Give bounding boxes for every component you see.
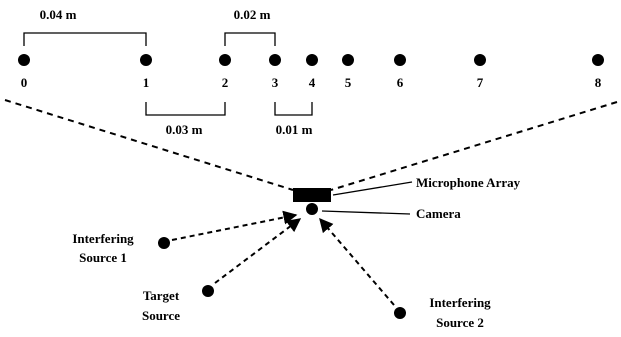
mic-index-1: 1 — [143, 75, 150, 90]
target-source-label-line1: Target — [143, 288, 180, 303]
mic-dot-2 — [219, 54, 231, 66]
mic-dot-0 — [18, 54, 30, 66]
mic-index-5: 5 — [345, 75, 352, 90]
leader-lines — [321, 181, 413, 215]
interfering-source-1-label-line1: Interfering — [72, 231, 134, 246]
target-source-dot — [202, 285, 214, 297]
mic-dot-5 — [342, 54, 354, 66]
mic-dot-6 — [394, 54, 406, 66]
interfering-source-1-label-line2: Source 1 — [79, 250, 127, 265]
spacing-label-1-2: 0.03 m — [166, 122, 203, 137]
camera-label: Camera — [416, 206, 461, 221]
mic-dot-8 — [592, 54, 604, 66]
zoom-line-right — [330, 101, 618, 191]
source-dots — [158, 237, 406, 319]
microphone-array-bar — [293, 188, 331, 202]
source-arrows — [171, 210, 395, 306]
bracket-1-2 — [145, 102, 226, 116]
spacing-label-2-3: 0.02 m — [234, 7, 271, 22]
mic-index-labels: 0 1 2 3 4 5 6 7 8 — [21, 75, 602, 90]
spacing-brackets — [23, 32, 313, 116]
mic-dot-4 — [306, 54, 318, 66]
spacing-label-3-4: 0.01 m — [276, 122, 313, 137]
mic-index-3: 3 — [272, 75, 279, 90]
mic-index-7: 7 — [477, 75, 484, 90]
mic-dot-7 — [474, 54, 486, 66]
zoom-line-left — [4, 99, 294, 191]
array-leader-line — [332, 181, 413, 196]
mic-index-8: 8 — [595, 75, 602, 90]
spacing-label-0-1: 0.04 m — [40, 7, 77, 22]
zoom-lines — [4, 99, 618, 191]
camera-leader-line — [321, 210, 411, 215]
target-source-label-line2: Source — [142, 308, 180, 323]
arrow-interfering-1 — [171, 210, 298, 241]
camera-dot — [306, 203, 318, 215]
mic-index-4: 4 — [309, 75, 316, 90]
mic-dot-3 — [269, 54, 281, 66]
bracket-2-3 — [224, 32, 276, 46]
interfering-source-2-label-line2: Source 2 — [436, 315, 484, 330]
mic-index-6: 6 — [397, 75, 404, 90]
bracket-3-4 — [274, 102, 313, 116]
mic-index-0: 0 — [21, 75, 28, 90]
bracket-0-1 — [23, 32, 147, 46]
arrow-interfering-2 — [319, 217, 395, 306]
interfering-source-2-label-line1: Interfering — [429, 295, 491, 310]
interfering-source-2-dot — [394, 307, 406, 319]
interfering-source-1-dot — [158, 237, 170, 249]
mic-index-2: 2 — [222, 75, 229, 90]
microphone-dots — [18, 54, 604, 66]
array-label: Microphone Array — [416, 175, 521, 190]
mic-dot-1 — [140, 54, 152, 66]
